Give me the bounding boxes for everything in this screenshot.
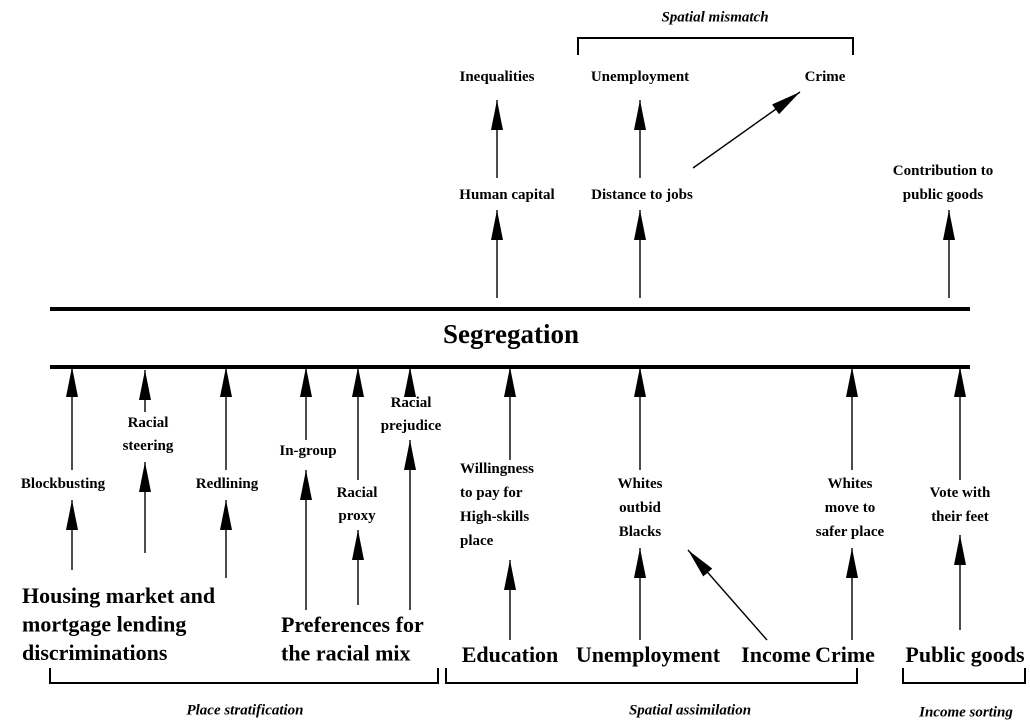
node-label: Crime bbox=[815, 642, 875, 667]
arrow bbox=[687, 549, 768, 641]
label-line: Racial bbox=[337, 485, 378, 501]
node-label: Distance to jobs bbox=[591, 187, 693, 203]
label-line: discriminations bbox=[22, 640, 168, 665]
label-line: public goods bbox=[903, 187, 984, 203]
node-label: Vote with their feet bbox=[930, 485, 991, 525]
group-label: Spatial assimilation bbox=[629, 702, 751, 718]
label-line: Racial bbox=[128, 415, 169, 431]
label-line: In-group bbox=[279, 443, 336, 459]
label-line: Education bbox=[462, 642, 559, 667]
label-line: steering bbox=[123, 438, 174, 454]
label-line: move to bbox=[825, 500, 875, 516]
label-line: High-skills bbox=[460, 509, 529, 525]
group-label: Income sorting bbox=[918, 704, 1013, 720]
label-line: mortgage lending bbox=[22, 612, 186, 637]
node-label: Public goods bbox=[905, 642, 1025, 667]
bracket bbox=[577, 37, 854, 55]
node-label: In-group bbox=[279, 443, 336, 459]
node-label: Racial proxy bbox=[337, 485, 378, 524]
label-line: the racial mix bbox=[281, 641, 411, 666]
label-line: Segregation bbox=[443, 319, 579, 349]
node-label: Preferences for the racial mix bbox=[281, 612, 424, 666]
label-line: Public goods bbox=[905, 642, 1025, 667]
label-line: Whites bbox=[618, 476, 663, 492]
label-line: Distance to jobs bbox=[591, 187, 693, 203]
label-line: Contribution to bbox=[893, 163, 993, 179]
bracket bbox=[445, 668, 858, 684]
bracket bbox=[49, 668, 439, 684]
label-line: place bbox=[460, 533, 494, 549]
label-line: Unemployment bbox=[576, 642, 721, 667]
node-label: Crime bbox=[805, 69, 846, 85]
node-label: Whites move to safer place bbox=[816, 476, 885, 540]
node-label: Whites outbid Blacks bbox=[618, 476, 663, 540]
label-line: Unemployment bbox=[591, 69, 689, 85]
bracket bbox=[902, 668, 1026, 684]
node-label: Racial prejudice bbox=[381, 395, 442, 434]
label-line: their feet bbox=[931, 509, 989, 525]
group-label: Place stratification bbox=[186, 702, 303, 718]
label-line: Racial bbox=[391, 395, 432, 411]
node-label: Unemployment bbox=[591, 69, 689, 85]
node-label: Racial steering bbox=[123, 415, 174, 454]
node-label: Blockbusting bbox=[21, 476, 106, 492]
label-line: Human capital bbox=[459, 187, 554, 203]
node-label: Income bbox=[741, 642, 811, 667]
label-line: Blockbusting bbox=[21, 476, 106, 492]
label-line: Crime bbox=[805, 69, 846, 85]
label-line: Blacks bbox=[619, 524, 662, 540]
label-line: outbid bbox=[619, 500, 661, 516]
label-line: to pay for bbox=[460, 485, 523, 501]
node-label: Education bbox=[462, 642, 559, 667]
label-line: Willingness bbox=[460, 461, 534, 477]
node-label: Inequalities bbox=[459, 69, 534, 85]
center-label: Segregation bbox=[443, 319, 579, 349]
label-line: Redlining bbox=[196, 476, 259, 492]
node-label: Housing market and mortgage lending discri… bbox=[22, 583, 215, 665]
node-label: Contribution to public goods bbox=[893, 163, 993, 203]
label-line: proxy bbox=[338, 508, 376, 524]
label-line: Crime bbox=[815, 642, 875, 667]
group-label: Spatial mismatch bbox=[661, 9, 768, 25]
label-line: Whites bbox=[828, 476, 873, 492]
label-line: Income bbox=[741, 642, 811, 667]
arrow bbox=[692, 91, 801, 169]
node-label: Redlining bbox=[196, 476, 259, 492]
node-label: Human capital bbox=[459, 187, 554, 203]
label-line: prejudice bbox=[381, 418, 442, 434]
label-line: Housing market and bbox=[22, 583, 215, 608]
label-line: Inequalities bbox=[459, 69, 534, 85]
node-label: Willingness to pay for High-skills place bbox=[460, 461, 534, 549]
label-line: safer place bbox=[816, 524, 885, 540]
node-label: Unemployment bbox=[576, 642, 721, 667]
label-line: Vote with bbox=[930, 485, 991, 501]
label-line: Preferences for bbox=[281, 612, 424, 637]
